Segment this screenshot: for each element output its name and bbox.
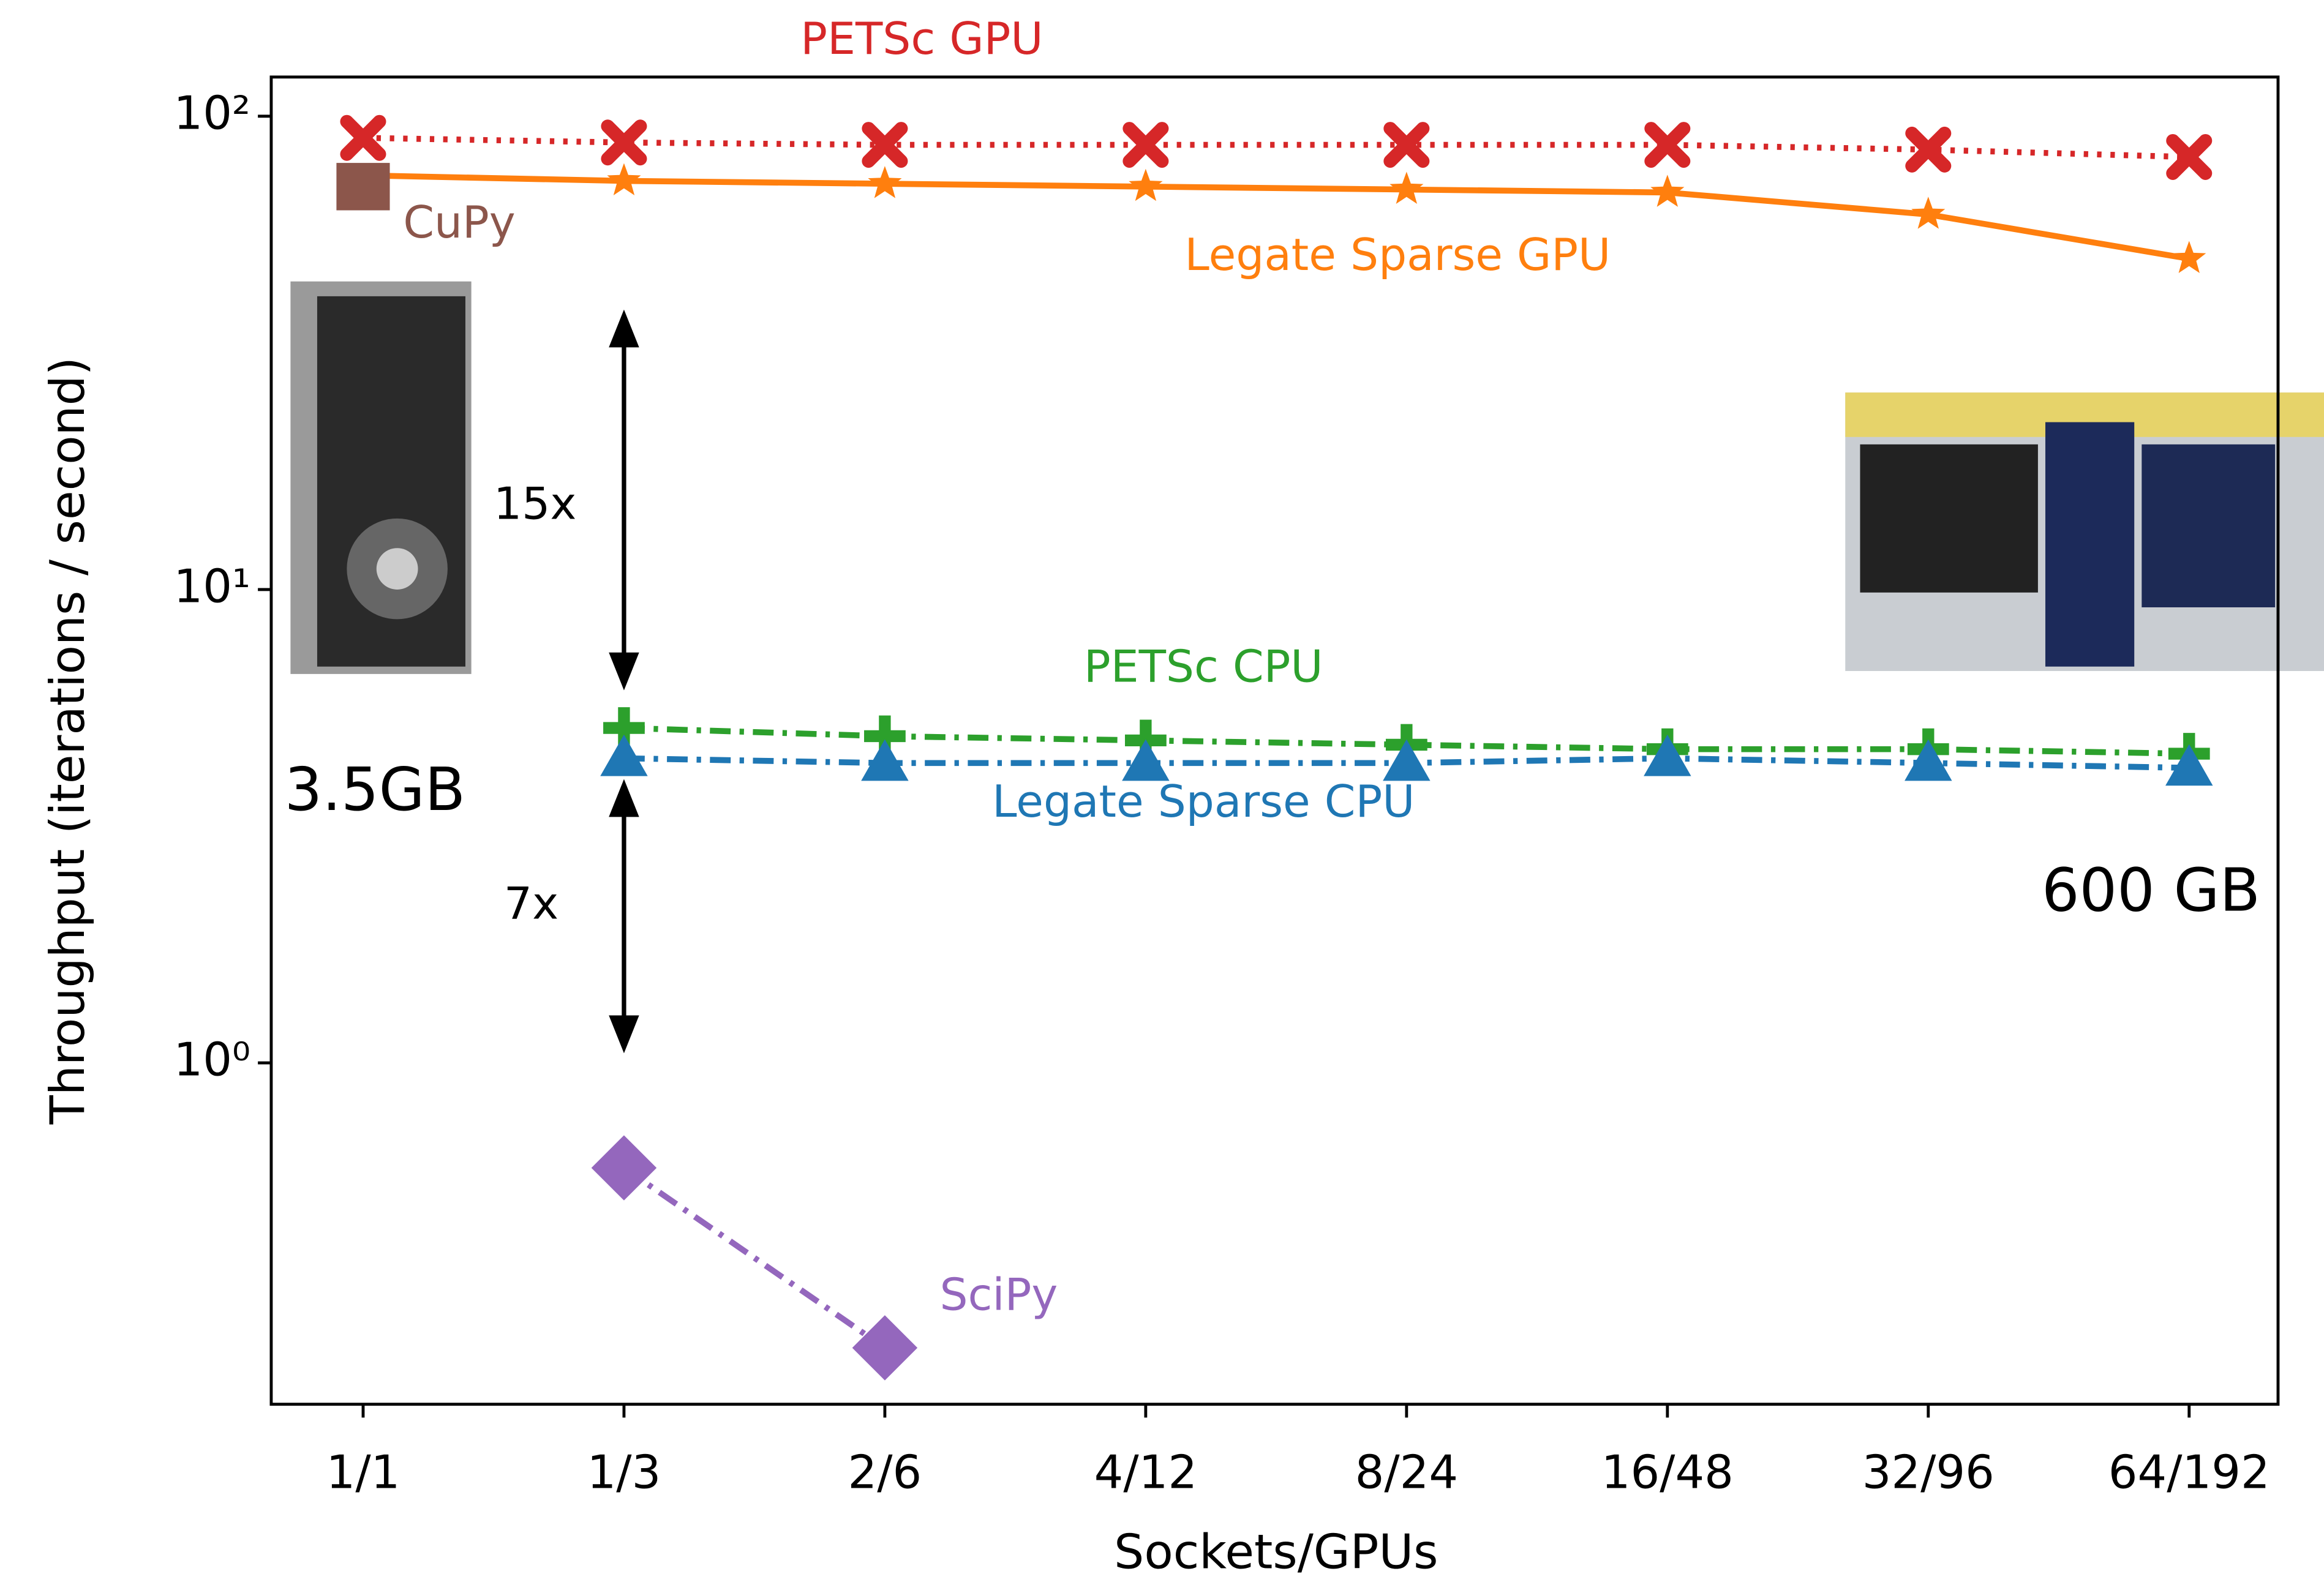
gpu-image (290, 282, 471, 674)
chart: Sockets/GPUs Throughput (iterations / se… (0, 0, 2324, 1582)
annotation: 15x (494, 478, 576, 530)
marker-diamond (852, 1315, 917, 1380)
arrow-head (612, 1018, 636, 1047)
marker-star (2172, 241, 2206, 274)
x-tick-label: 16/48 (1601, 1445, 1734, 1499)
annotation: 600 GB (2042, 856, 2260, 925)
marker-star (1129, 169, 1162, 201)
y-tick-label: 10⁰ (173, 1033, 250, 1087)
marker-triangle (1644, 735, 1691, 776)
marker-star (607, 163, 641, 195)
y-axis-label: Throughput (iterations / second) (40, 357, 96, 1125)
x-tick-label: 64/192 (2108, 1445, 2270, 1499)
marker-triangle (861, 740, 908, 781)
arrow-head (612, 785, 636, 814)
marker-x (1651, 129, 1683, 161)
annotation: 7x (504, 879, 558, 930)
page: Sockets/GPUs Throughput (iterations / se… (0, 0, 2324, 1582)
marker-x (607, 126, 640, 159)
series-label: PETSc CPU (1084, 642, 1323, 693)
y-tick-label: 10² (173, 86, 250, 140)
rack-front (2045, 422, 2134, 667)
series-label: Legate Sparse CPU (992, 776, 1415, 828)
x-tick-label: 8/24 (1355, 1445, 1458, 1499)
series-label: CuPy (403, 197, 515, 249)
gpu-hub (377, 548, 418, 590)
x-tick-label: 1/3 (587, 1445, 661, 1499)
supercomputer-image (1845, 392, 2324, 671)
arrow-head (612, 315, 636, 345)
x-tick-label: 4/12 (1094, 1445, 1197, 1499)
series-label: Legate Sparse GPU (1184, 230, 1611, 281)
x-tick-label: 32/96 (1862, 1445, 1995, 1499)
marker-star (1650, 174, 1684, 207)
series-line (624, 1168, 885, 1348)
marker-x (1129, 129, 1162, 161)
racks-right (2142, 444, 2275, 607)
marker-square (336, 163, 389, 210)
y-tick-label: 10¹ (173, 559, 250, 613)
series-label: PETSc GPU (800, 13, 1043, 65)
marker-star (1390, 172, 1423, 204)
arrow-head (612, 654, 636, 684)
marker-triangle (600, 735, 647, 776)
x-tick-label: 1/1 (326, 1445, 400, 1499)
arrows (612, 315, 636, 1047)
racks (1860, 444, 2037, 593)
x-tick-label: 2/6 (848, 1445, 922, 1499)
marker-diamond (592, 1135, 656, 1200)
marker-star (868, 166, 901, 198)
series-label: SciPy (939, 1269, 1058, 1321)
x-axis-label: Sockets/GPUs (1114, 1524, 1438, 1580)
marker-star (1911, 197, 1945, 229)
annotation: 3.5GB (285, 755, 465, 824)
marker-x (347, 122, 379, 154)
